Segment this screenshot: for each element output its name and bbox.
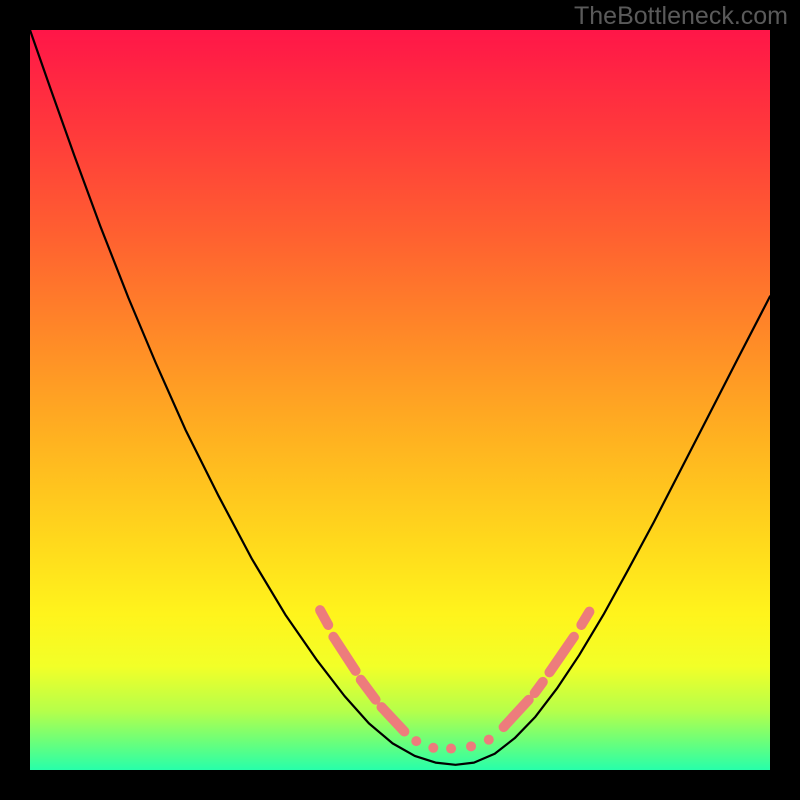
outer-frame: TheBottleneck.com <box>0 0 800 800</box>
marker-dash <box>535 682 543 693</box>
plot-area <box>30 30 770 770</box>
marker-dot <box>428 743 438 753</box>
marker-dash <box>581 612 589 625</box>
marker-dot <box>484 735 494 745</box>
marker-dot <box>411 736 421 746</box>
marker-dot <box>446 744 456 754</box>
watermark-text: TheBottleneck.com <box>574 2 788 31</box>
plot-svg <box>30 30 770 770</box>
marker-dash <box>320 610 328 625</box>
marker-dot <box>466 741 476 751</box>
gradient-background <box>30 30 770 770</box>
